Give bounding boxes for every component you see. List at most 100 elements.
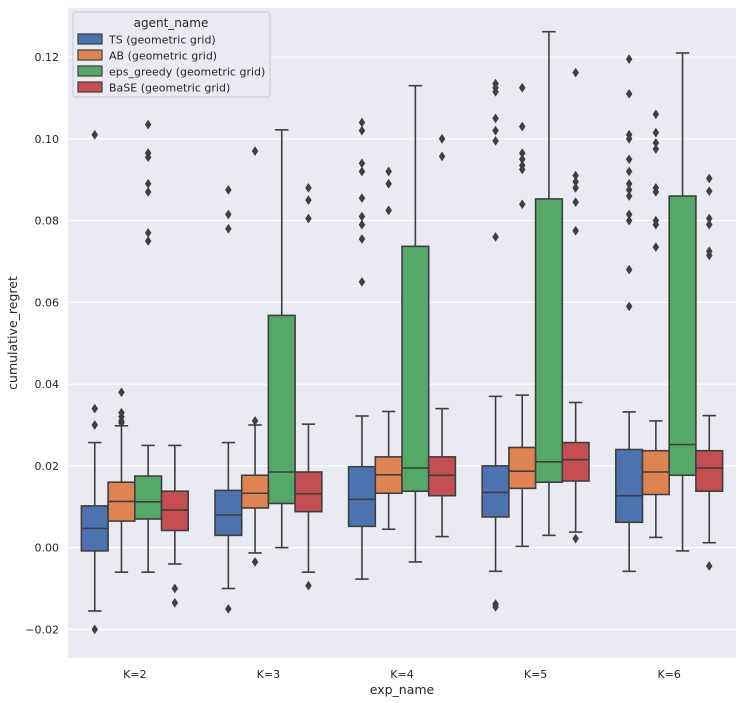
box-body <box>347 465 377 528</box>
outlier-point <box>91 420 99 430</box>
outlier-point <box>171 583 179 594</box>
box-base-k5 <box>561 67 590 544</box>
box-body <box>668 195 697 477</box>
y-tick-label: 0.12 <box>35 51 60 64</box>
box-body <box>695 449 724 493</box>
outlier-point <box>625 88 633 99</box>
outlier-point <box>358 276 366 287</box>
outlier-point <box>385 166 392 177</box>
box-body <box>134 475 163 520</box>
outlier-point <box>225 184 232 195</box>
box-body <box>214 489 243 537</box>
outlier-point <box>652 187 660 197</box>
outlier-point <box>305 182 312 193</box>
outlier-point <box>305 213 312 224</box>
outlier-point <box>118 387 125 398</box>
outlier-point <box>358 193 366 204</box>
legend-label: TS (geometric grid) <box>108 34 216 47</box>
x-tick-label: K=2 <box>123 668 146 681</box>
outlier-point <box>625 191 633 202</box>
outlier-point <box>652 219 660 230</box>
outlier-point <box>705 173 713 184</box>
legend-title: agent_name <box>134 16 209 30</box>
outlier-point <box>705 250 713 261</box>
outlier-point <box>625 301 633 312</box>
x-tick-label: K=5 <box>524 668 547 681</box>
y-tick-label: 0.10 <box>35 133 60 146</box>
outlier-point <box>251 556 259 567</box>
outlier-point <box>572 67 579 78</box>
x-tick-label: K=6 <box>657 668 680 681</box>
box-eps-greedy-k6 <box>668 52 697 552</box>
outlier-point <box>705 186 713 197</box>
outlier-point <box>572 225 579 236</box>
legend-items: TS (geometric grid) AB (geometric grid) ep… <box>77 33 265 95</box>
legend-frame <box>72 11 271 98</box>
box-eps-greedy-k3 <box>267 129 296 549</box>
outlier-point <box>305 195 312 206</box>
outlier-point <box>652 144 660 154</box>
y-tick-label: 0.02 <box>35 460 60 473</box>
outlier-point <box>144 119 152 130</box>
y-tick-labels: −0.02 0.00 0.02 0.04 0.06 0.08 0.10 0.12 <box>25 51 59 636</box>
outlier-point <box>91 624 99 635</box>
legend: agent_name TS (geometric grid) AB (geomet… <box>72 11 271 98</box>
box-body <box>240 474 270 509</box>
outlier-point <box>518 121 526 132</box>
outlier-point <box>438 133 446 144</box>
outlier-point <box>518 164 526 175</box>
outlier-point <box>625 154 633 165</box>
outlier-point <box>144 236 152 246</box>
outlier-point <box>705 561 713 571</box>
box-ab-k6 <box>641 109 671 539</box>
box-ab-k5 <box>508 82 537 548</box>
y-tick-label: 0.04 <box>35 378 60 391</box>
outlier-point <box>91 403 99 414</box>
outlier-point <box>358 125 366 136</box>
outlier-point <box>652 242 660 253</box>
box-base-k2 <box>160 444 190 608</box>
outlier-point <box>518 82 526 93</box>
outlier-point <box>305 580 312 591</box>
outlier-point <box>705 219 713 230</box>
box-body <box>614 448 644 524</box>
outlier-point <box>438 151 446 162</box>
outlier-point <box>225 603 232 614</box>
outlier-point <box>492 86 499 97</box>
outlier-point <box>625 166 633 177</box>
outlier-point <box>492 113 499 124</box>
y-tick-label: 0.06 <box>35 296 60 309</box>
outlier-point <box>118 417 125 428</box>
x-axis-title: exp_name <box>370 682 435 697</box>
outlier-point <box>385 205 392 216</box>
outlier-point <box>91 129 99 140</box>
outlier-point <box>492 125 499 136</box>
x-tick-label: K=3 <box>257 668 280 681</box>
box-ts-k2 <box>80 129 109 635</box>
y-tick-label: 0.00 <box>35 542 60 555</box>
box-eps-greedy-k2 <box>134 119 163 573</box>
box-body <box>294 471 323 513</box>
outlier-point <box>492 601 499 612</box>
outlier-point <box>492 231 499 242</box>
box-body <box>508 446 537 490</box>
outlier-point <box>572 197 579 208</box>
box-ts-k6 <box>614 54 644 573</box>
x-tick-labels: K=2 K=3 K=4 K=5 K=6 <box>123 668 681 681</box>
outlier-point <box>625 264 633 275</box>
box-groups <box>80 30 724 635</box>
legend-label: BaSE (geometric grid) <box>109 82 230 95</box>
legend-swatch <box>77 33 103 45</box>
legend-label: AB (geometric grid) <box>109 50 217 63</box>
y-axis-title: cumulative_regret <box>5 276 20 390</box>
outlier-point <box>625 133 633 144</box>
outlier-point <box>358 234 366 244</box>
box-body <box>401 245 430 493</box>
outlier-point <box>625 54 633 65</box>
box-base-k3 <box>294 182 323 591</box>
outlier-point <box>171 597 179 608</box>
legend-swatch <box>77 65 103 77</box>
outlier-point <box>518 199 526 210</box>
y-tick-label: 0.08 <box>35 215 60 228</box>
